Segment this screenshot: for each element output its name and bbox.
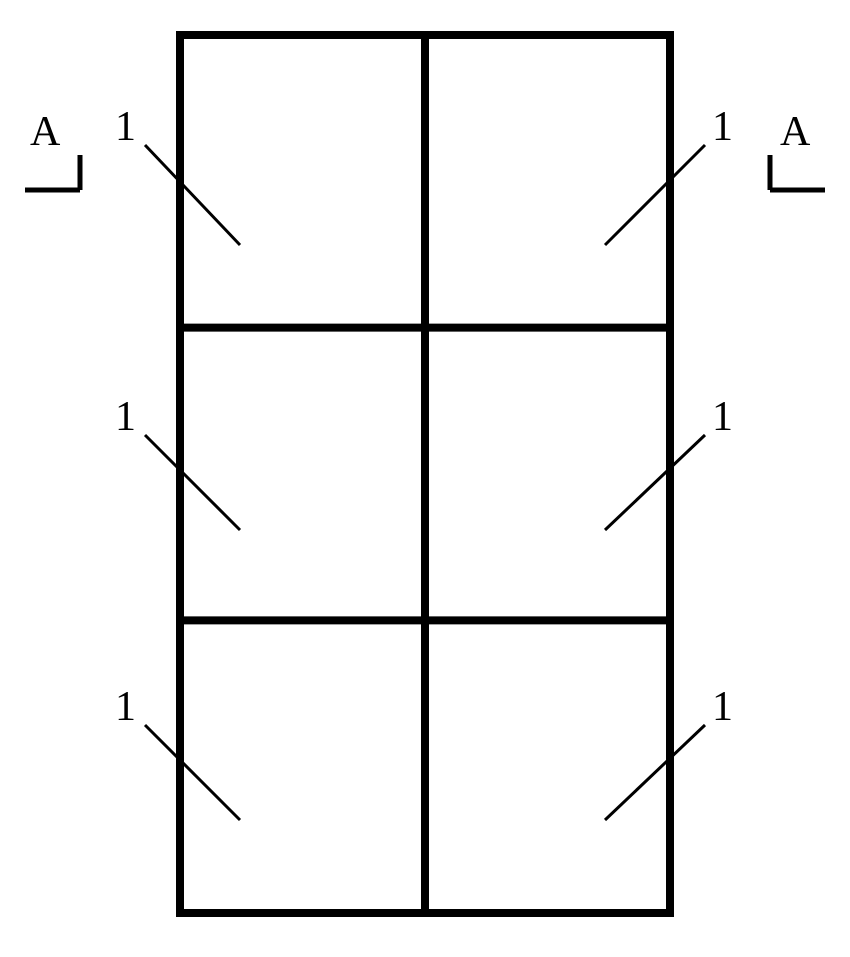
leader-label: 1: [712, 104, 733, 150]
leader-label: 1: [712, 684, 733, 730]
section-label-right: A: [780, 109, 811, 155]
leader-label: 1: [115, 104, 136, 150]
leader-label: 1: [115, 684, 136, 730]
leader-label: 1: [115, 394, 136, 440]
leader-label: 1: [712, 394, 733, 440]
section-label-left: A: [30, 109, 61, 155]
